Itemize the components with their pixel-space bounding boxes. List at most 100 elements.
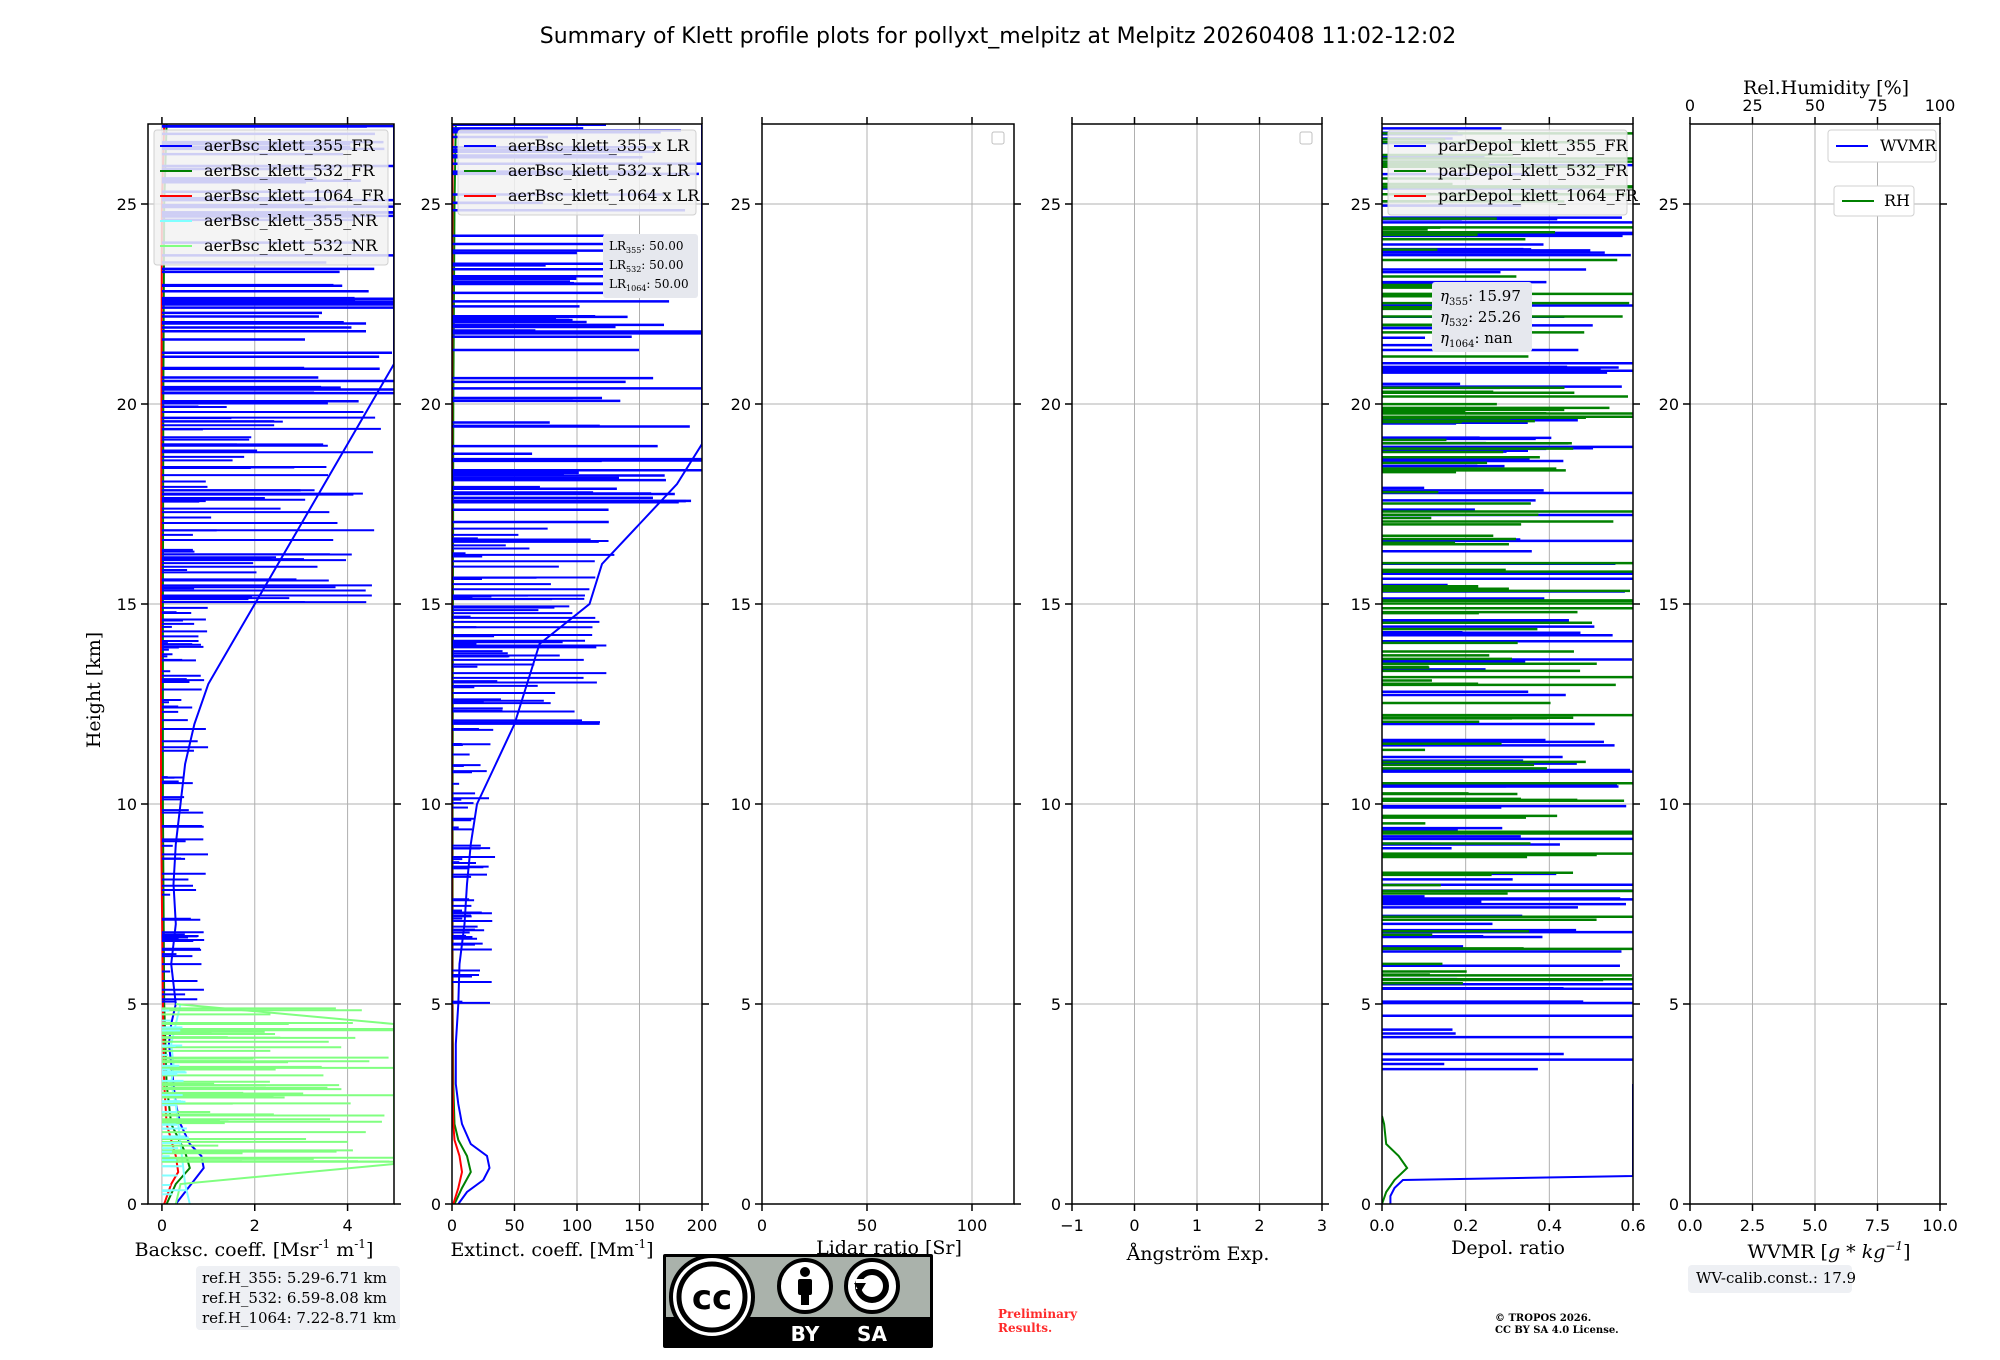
backscatter-legend-label: aerBsc_klett_1064_FR [204, 186, 386, 205]
lidarratio-ytick-label: 25 [731, 195, 751, 214]
aerBsc_klett_532_NR-line [174, 1003, 394, 1204]
depol-ytick-label: 10 [1351, 795, 1371, 814]
angstrom-xtick-label: 2 [1254, 1216, 1264, 1235]
wvmr-ytick-label: 20 [1659, 395, 1679, 414]
svg-text:LR1064: 50.00: LR1064: 50.00 [609, 277, 689, 293]
preliminary-line-1: Preliminary [998, 1307, 1078, 1321]
depol-ytick-label: 25 [1351, 195, 1371, 214]
lidar-ratio-x-label: Lidar ratio [Sr] [816, 1237, 962, 1259]
by-label: BY [791, 1322, 820, 1346]
depol-legend-label: parDepol_klett_355_FR [1438, 136, 1629, 155]
backscatter-legend-box [153, 129, 389, 266]
backscatter-legend-label: aerBsc_klett_355_FR [204, 136, 375, 155]
ref-height-532: ref.H_532: 6.59-8.08 km [202, 1289, 387, 1307]
extinction-xtick-label: 100 [562, 1216, 593, 1235]
depol-legend: parDepol_klett_355_FR parDepol_klett_532_… [1387, 129, 1639, 216]
eta-annotation: η355: 15.97 η532: 25.26 η1064: nan [1432, 282, 1532, 352]
depol-x-label: Depol. ratio [1451, 1237, 1565, 1259]
angstrom-xtick-label: 0 [1129, 1216, 1139, 1235]
backscatter-ytick-label: 25 [117, 195, 137, 214]
angstrom-ytick-label: 0 [1051, 1195, 1061, 1214]
copyright-line-1: © TROPOS 2026. [1495, 1313, 1592, 1324]
backscatter-xtick-label: 2 [250, 1216, 260, 1235]
lidarratio-ytick-label: 0 [741, 1195, 751, 1214]
depol-ytick-label: 5 [1361, 995, 1371, 1014]
extinction-xtick-label: 200 [687, 1216, 718, 1235]
lidarratio-ytick-label: 20 [731, 395, 751, 414]
rh-legend-label: RH [1884, 191, 1910, 210]
depol-xtick-label: 0.0 [1369, 1216, 1394, 1235]
cc-by-sa-license-badge: cc BY SA [663, 1254, 933, 1348]
backscatter-panel: 0 2 40510152025aerBsc_klett_355_FRaerBsc_k… [117, 117, 401, 1235]
wvmr-ytick-label: 10 [1659, 795, 1679, 814]
rh-top-tick-label: 50 [1805, 96, 1825, 115]
angstrom-x-label: Ångström Exp. [1126, 1243, 1270, 1265]
backscatter-ytick-label: 20 [117, 395, 137, 414]
extinction-panel: 0 50 100 150 200 0 5 10 15 20 25 aerBsc_klett_355 x… [421, 117, 718, 1235]
copyright-note: © TROPOS 2026. CC BY SA 4.0 License. [1495, 1313, 1619, 1337]
lidarratio-frame [761, 123, 1015, 1205]
svg-text:η355: 15.97: η355: 15.97 [1440, 287, 1521, 308]
wvmr-ytick-label: 0 [1669, 1195, 1679, 1214]
angstrom-xtick-label: 1 [1192, 1216, 1202, 1235]
lidarratio-ytick-label: 10 [731, 795, 751, 814]
svg-text:η532: 25.26: η532: 25.26 [1440, 308, 1521, 329]
ref-height-355: ref.H_355: 5.29-6.71 km [202, 1269, 387, 1287]
parDepol_klett_355_FR-line [1389, 1084, 1633, 1204]
angstrom-ytick-label: 15 [1041, 595, 1061, 614]
backscatter-ytick-label: 10 [117, 795, 137, 814]
wv-calibration-constant: WV-calib.const.: 17.9 [1696, 1269, 1857, 1287]
extinction-legend-box [457, 129, 697, 216]
rh-top-tick-label: 25 [1742, 96, 1762, 115]
extinction-ytick-label: 0 [431, 1195, 441, 1214]
depol-legend-label: parDepol_klett_1064_FR [1438, 186, 1639, 205]
lidarratio-xtick-label: 0 [757, 1216, 767, 1235]
extinction-legend: aerBsc_klett_355 x LR aerBsc_klett_532 x … [457, 129, 700, 216]
wvmr-xtick-label: 0.0 [1677, 1216, 1702, 1235]
aerBsc_klett_532_FR-line [161, 124, 191, 1204]
backscatter-ytick-label: 0 [127, 1195, 137, 1214]
backscatter-ytick-label: 15 [117, 595, 137, 614]
depol-frame [1381, 123, 1634, 1205]
extinction-x-label: Extinct. coeff. [Mm-1] [450, 1237, 653, 1261]
y-axis-label: Height [km] [83, 632, 105, 748]
wvmr-xtick-label: 10.0 [1922, 1216, 1958, 1235]
extinction-legend-label: aerBsc_klett_532 x LR [508, 161, 690, 180]
backscatter-frame [147, 123, 395, 1205]
lidarratio-ytick-label: 15 [731, 595, 751, 614]
wvmr-xtick-label: 2.5 [1740, 1216, 1765, 1235]
backscatter-series [160, 124, 394, 1204]
angstrom-empty-legend [1299, 131, 1313, 145]
rh-top-tick-label: 100 [1925, 96, 1956, 115]
extinction-xtick-label: 0 [447, 1216, 457, 1235]
wvmr-ytick-label: 25 [1659, 195, 1679, 214]
svg-text:η1064: nan: η1064: nan [1440, 329, 1513, 350]
angstrom-xtick-label: 3 [1317, 1216, 1327, 1235]
rh-top-tick-label: 75 [1867, 96, 1887, 115]
depol-xtick-label: 0.2 [1453, 1216, 1478, 1235]
wvmr-ytick-label: 15 [1659, 595, 1679, 614]
angstrom-ytick-label: 10 [1041, 795, 1061, 814]
wvmr-xtick-label: 7.5 [1865, 1216, 1890, 1235]
extinction-xtick-label: 150 [624, 1216, 655, 1235]
angstrom-panel: −1 0 1 2 3 0 5 10 15 20 25 [1041, 117, 1329, 1235]
preliminary-results-note: Preliminary Results. [998, 1307, 1077, 1335]
figure-title: Summary of Klett profile plots for polly… [540, 24, 1457, 49]
svg-text:LR532: 50.00: LR532: 50.00 [609, 258, 684, 274]
wvmr-ytick-label: 5 [1669, 995, 1679, 1014]
rh-legend: RH [1833, 185, 1915, 217]
preliminary-line-2: Results. [998, 1321, 1053, 1335]
sa-label: SA [857, 1322, 887, 1346]
wvmr-legend-box [1827, 129, 1937, 163]
rh-top-tick-label: 0 [1685, 96, 1695, 115]
lidarratio-xtick-label: 50 [857, 1216, 877, 1235]
lidarratio-xtick-label: 100 [957, 1216, 988, 1235]
depol-ytick-label: 20 [1351, 395, 1371, 414]
angstrom-ytick-label: 5 [1051, 995, 1061, 1014]
backscatter-ytick-label: 5 [127, 995, 137, 1014]
wvmr-legend: WVMR [1827, 129, 1937, 163]
depol-xtick-label: 0.6 [1620, 1216, 1645, 1235]
svg-text:LR355: 50.00: LR355: 50.00 [609, 239, 684, 255]
lidarratio-ytick-label: 5 [741, 995, 751, 1014]
